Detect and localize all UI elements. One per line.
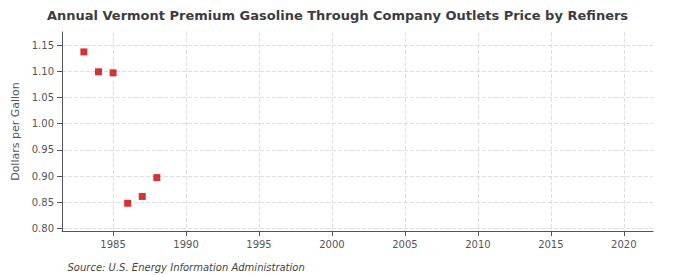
svg-text:1.10: 1.10 bbox=[32, 66, 54, 77]
svg-text:0.85: 0.85 bbox=[32, 197, 54, 208]
svg-text:Source: U.S. Energy Informatio: Source: U.S. Energy Information Administ… bbox=[68, 262, 305, 273]
svg-text:2020: 2020 bbox=[611, 239, 636, 250]
svg-text:1.00: 1.00 bbox=[32, 118, 54, 129]
svg-text:0.95: 0.95 bbox=[32, 144, 54, 155]
svg-text:2000: 2000 bbox=[319, 239, 344, 250]
svg-text:0.80: 0.80 bbox=[32, 223, 54, 234]
svg-text:1995: 1995 bbox=[246, 239, 271, 250]
svg-text:1.15: 1.15 bbox=[32, 40, 54, 51]
svg-text:2015: 2015 bbox=[538, 239, 563, 250]
svg-text:1985: 1985 bbox=[100, 239, 125, 250]
svg-text:Dollars per Gallon: Dollars per Gallon bbox=[9, 82, 22, 181]
svg-text:2005: 2005 bbox=[392, 239, 417, 250]
svg-text:1.05: 1.05 bbox=[32, 92, 54, 103]
svg-text:1990: 1990 bbox=[173, 239, 198, 250]
svg-text:2010: 2010 bbox=[465, 239, 490, 250]
svg-text:Annual Vermont Premium Gasolin: Annual Vermont Premium Gasoline Through … bbox=[47, 8, 628, 23]
svg-text:0.90: 0.90 bbox=[32, 171, 54, 182]
